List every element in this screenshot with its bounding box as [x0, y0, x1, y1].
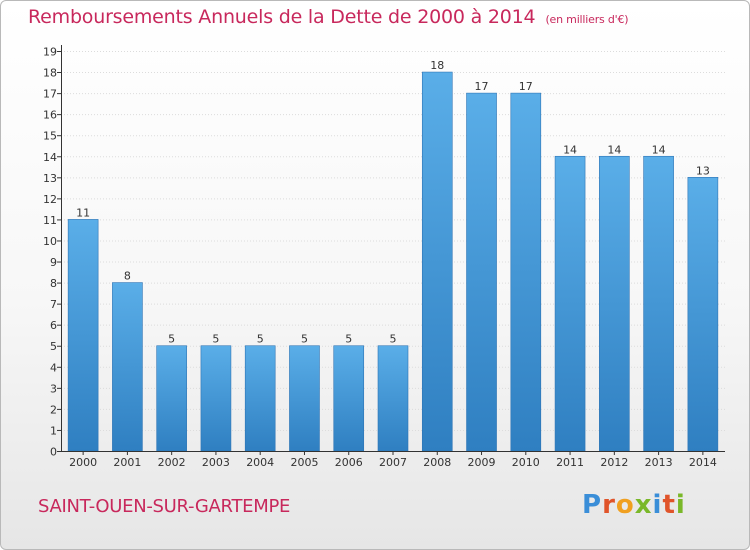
data-label: 5 — [390, 333, 397, 346]
y-tick-label: 13 — [43, 172, 57, 185]
y-tick-label: 11 — [43, 214, 57, 227]
chart-title: Remboursements Annuels de la Dette de 20… — [28, 6, 629, 28]
data-label: 11 — [76, 206, 90, 219]
y-tick-label: 9 — [50, 256, 57, 269]
y-tick-label: 3 — [50, 382, 57, 395]
data-label: 18 — [430, 59, 444, 72]
y-tick-label: 14 — [43, 151, 57, 164]
data-label: 14 — [563, 143, 577, 156]
bar — [156, 345, 187, 452]
data-label: 8 — [124, 270, 131, 283]
data-label: 5 — [301, 333, 308, 346]
bar — [554, 155, 586, 452]
y-tick-label: 16 — [43, 109, 57, 122]
x-tick-label: 2010 — [512, 456, 540, 469]
bar — [599, 155, 630, 452]
x-tick-label: 2003 — [202, 456, 230, 469]
town-name: SAINT-OUEN-SUR-GARTEMPE — [38, 496, 291, 517]
bar — [244, 345, 276, 452]
y-tick-label: 5 — [50, 340, 57, 353]
data-label: 5 — [212, 333, 219, 346]
y-tick-label: 0 — [50, 446, 57, 459]
x-tick-label: 2012 — [600, 456, 628, 469]
y-tick-label: 17 — [43, 88, 57, 101]
y-tick-label: 10 — [43, 235, 57, 248]
logo-letter: t — [662, 490, 676, 520]
data-label: 13 — [696, 164, 710, 177]
x-tick-label: 2005 — [290, 456, 318, 469]
logo-letter: i — [652, 490, 663, 520]
y-tick-label: 6 — [50, 319, 57, 332]
data-label: 5 — [257, 333, 264, 346]
y-tick-label: 15 — [43, 130, 57, 143]
logo-letter: o — [615, 490, 635, 520]
data-label: 14 — [607, 143, 621, 156]
x-tick-label: 2001 — [113, 456, 141, 469]
bar — [289, 345, 320, 452]
x-tick-label: 2006 — [335, 456, 363, 469]
y-tick-label: 18 — [43, 67, 57, 80]
y-tick-label: 8 — [50, 277, 57, 290]
logo-letter: i — [675, 490, 686, 520]
data-label: 17 — [519, 80, 533, 93]
y-tick-label: 7 — [50, 298, 57, 311]
bar — [466, 92, 497, 452]
data-label: 17 — [475, 80, 489, 93]
x-tick-label: 2014 — [689, 456, 717, 469]
x-tick-label: 2009 — [468, 456, 496, 469]
y-tick-label: 2 — [50, 403, 57, 416]
y-tick-label: 19 — [43, 46, 57, 59]
y-tick-label: 4 — [50, 361, 57, 374]
proxiti-logo: Proxiti — [582, 490, 686, 520]
x-tick-label: 2007 — [379, 456, 407, 469]
bar — [377, 345, 409, 452]
x-tick-label: 2004 — [246, 456, 274, 469]
bar — [67, 219, 99, 452]
logo-letter: r — [602, 490, 616, 520]
x-tick-label: 2011 — [556, 456, 584, 469]
chart-title-text: Remboursements Annuels de la Dette de 20… — [28, 6, 536, 28]
x-tick-label: 2002 — [158, 456, 186, 469]
bar — [687, 177, 719, 452]
bar — [510, 92, 542, 452]
y-tick-label: 1 — [50, 424, 57, 437]
x-tick-label: 2013 — [645, 456, 673, 469]
bar — [421, 71, 453, 452]
y-tick-label: 12 — [43, 193, 57, 206]
logo-letter: x — [634, 490, 653, 520]
data-label: 5 — [345, 333, 352, 346]
x-tick-label: 2008 — [423, 456, 451, 469]
bar — [333, 345, 365, 452]
data-label: 5 — [168, 333, 175, 346]
bar — [112, 282, 143, 452]
x-tick-label: 2000 — [69, 456, 97, 469]
logo-letter: P — [582, 490, 603, 520]
bar — [200, 345, 232, 452]
bar — [643, 155, 674, 452]
chart-unit: (en milliers d'€) — [545, 13, 629, 26]
data-label: 14 — [652, 143, 666, 156]
